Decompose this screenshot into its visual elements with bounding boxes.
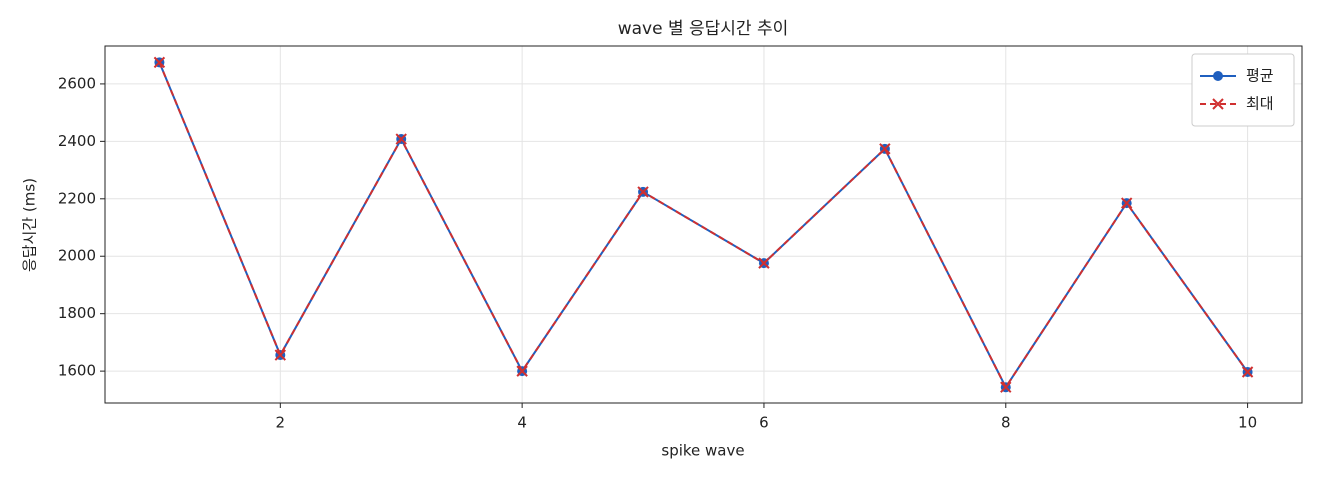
marker <box>1000 381 1012 393</box>
legend-label: 최대 <box>1246 95 1274 113</box>
x-tick-label: 2 <box>276 414 286 432</box>
y-tick-label: 2600 <box>58 74 96 92</box>
y-tick-label: 1600 <box>58 362 96 380</box>
marker <box>516 365 528 377</box>
marker <box>637 186 649 198</box>
x-axis-label: spike wave <box>661 442 744 460</box>
marker <box>1212 98 1224 110</box>
y-tick-label: 2400 <box>58 132 96 150</box>
legend-box <box>1191 53 1295 127</box>
x-tick-label: 8 <box>1001 414 1011 432</box>
legend-label: 평균 <box>1246 67 1274 85</box>
marker <box>395 133 407 145</box>
marker <box>1213 71 1223 81</box>
marker <box>153 56 166 69</box>
marker <box>879 143 891 155</box>
y-tick-label: 2200 <box>58 189 96 207</box>
x-tick-label: 6 <box>759 414 769 432</box>
marker <box>274 349 287 361</box>
data-line <box>158 61 1249 390</box>
marker <box>758 257 770 269</box>
marker <box>1120 197 1133 209</box>
y-axis-label: 응답시간 (ms) <box>21 178 39 272</box>
marker <box>1241 366 1254 378</box>
x-tick-label: 4 <box>517 414 527 432</box>
y-tick-label: 2000 <box>58 247 96 265</box>
chart-title: wave 별 응답시간 추이 <box>618 19 789 39</box>
y-tick-label: 1800 <box>58 304 96 322</box>
x-tick-label: 10 <box>1238 414 1257 432</box>
plot-frame <box>104 45 1303 404</box>
data-line <box>158 61 1249 390</box>
